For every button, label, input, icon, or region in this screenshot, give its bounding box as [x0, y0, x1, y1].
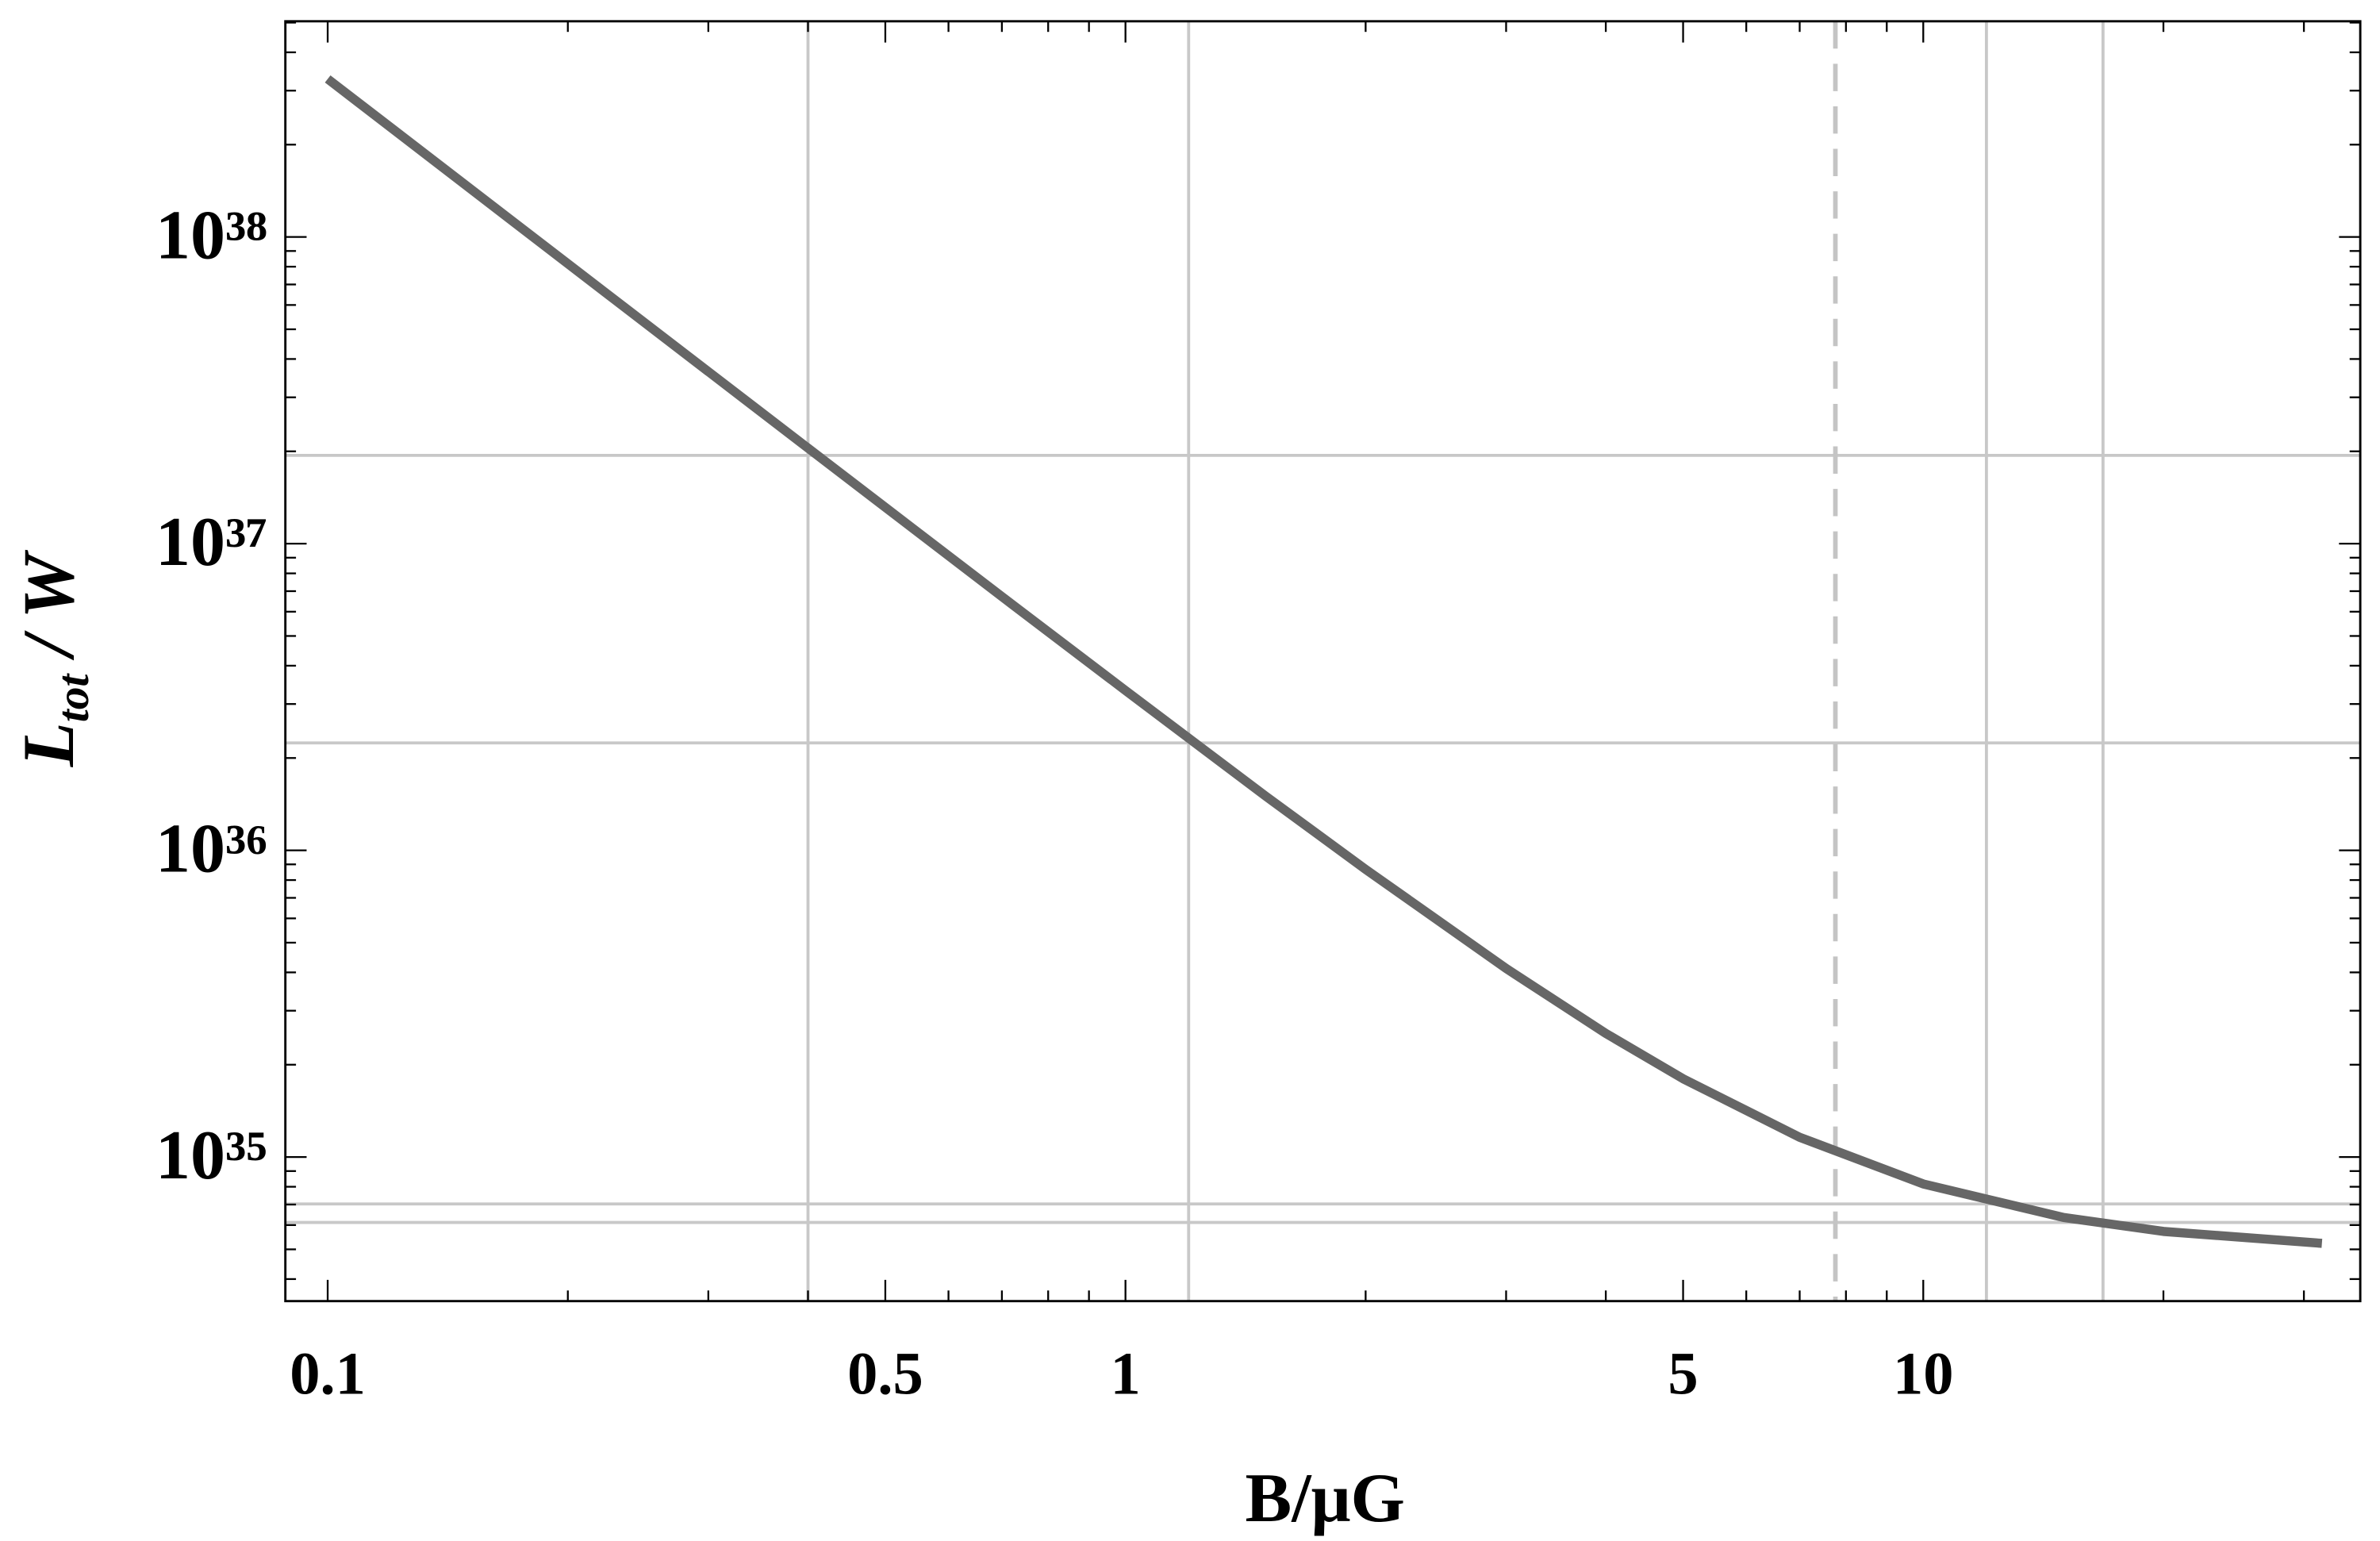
y-tick-label: 10³⁷	[155, 504, 267, 581]
x-tick-label: 10	[1893, 1339, 1954, 1407]
y-label-main: L	[8, 722, 89, 767]
plot-frame	[284, 20, 2362, 1303]
y-tick-label: 10³⁵	[155, 1117, 267, 1194]
y-axis-label: Ltot / W	[8, 549, 98, 767]
y-label-rest: / W	[8, 549, 89, 674]
x-tick-label: 0.5	[847, 1339, 923, 1407]
y-tick-label: 10³⁸	[155, 197, 267, 274]
x-tick-label: 0.1	[290, 1339, 366, 1407]
y-tick-label: 10³⁶	[155, 810, 267, 887]
data-line	[324, 75, 2323, 1248]
x-axis-label: B/μG	[1246, 1460, 1405, 1537]
y-label-sub: tot	[48, 673, 98, 723]
x-tick-label: 1	[1111, 1339, 1141, 1407]
x-tick-label: 5	[1668, 1339, 1698, 1407]
